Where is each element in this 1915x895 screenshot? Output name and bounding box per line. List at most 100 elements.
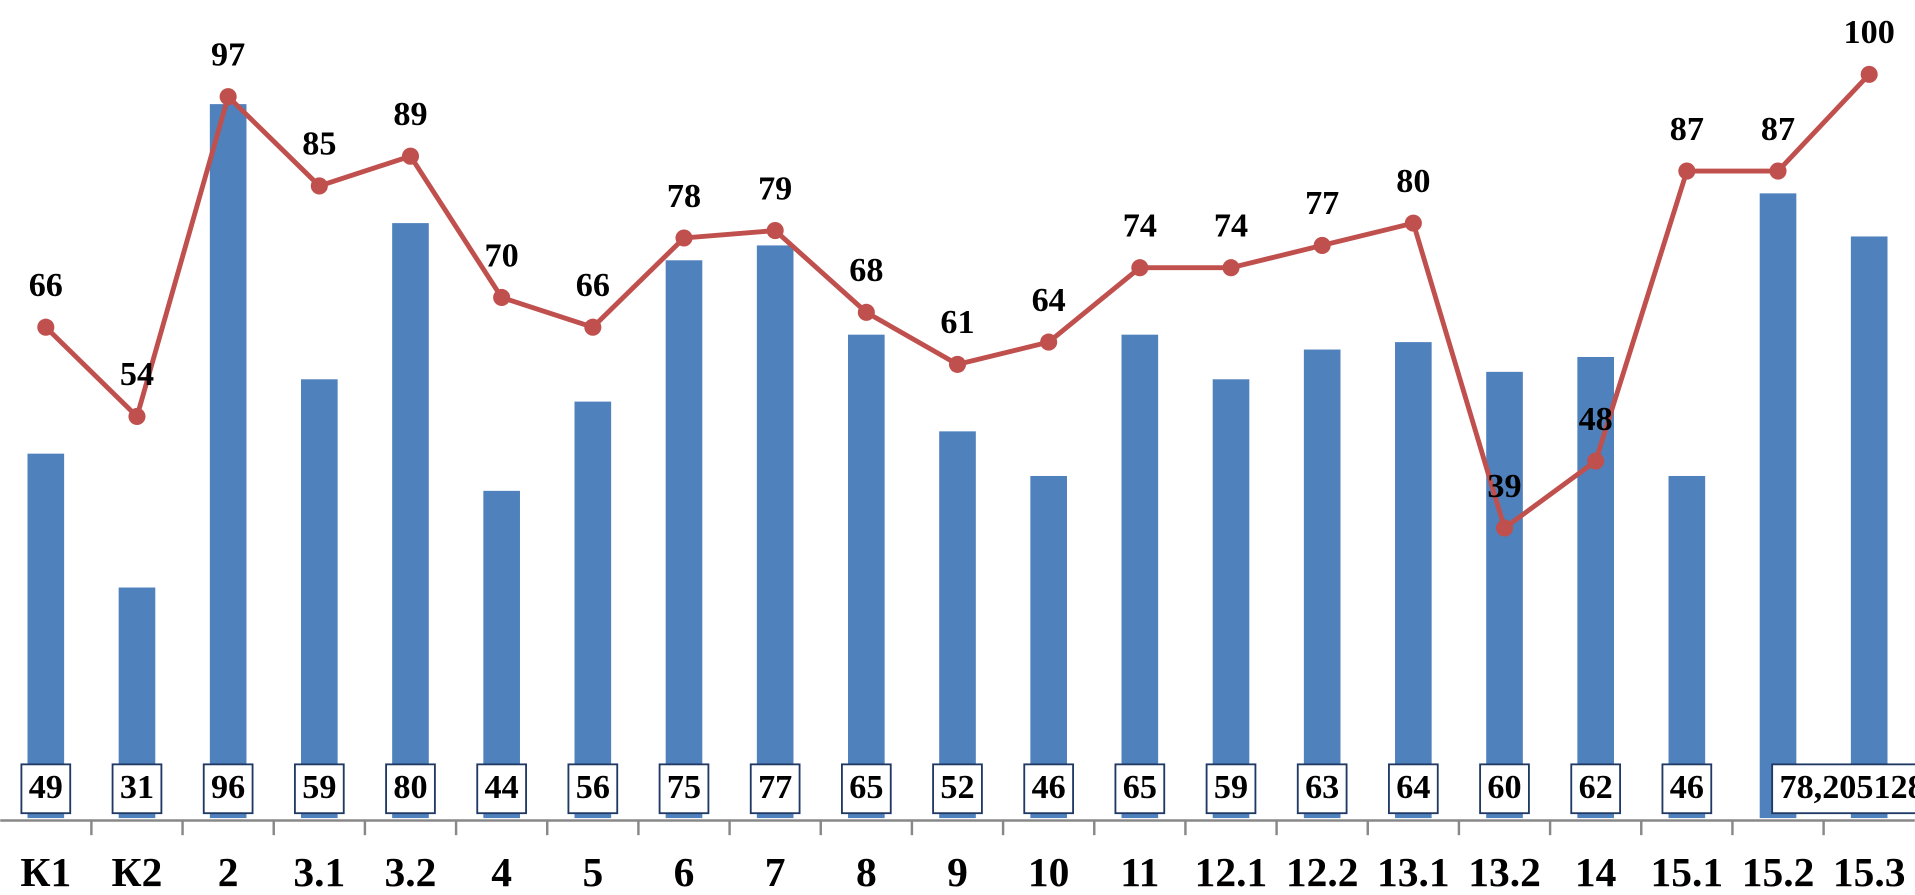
data-label: 64 (1032, 282, 1066, 319)
x-tick-label: К2 (112, 849, 163, 895)
data-label-box (202, 763, 254, 815)
bar (1759, 193, 1797, 819)
data-label-box (385, 763, 436, 815)
data-label: 66 (29, 267, 63, 304)
data-label-box (1296, 763, 1348, 815)
bar (27, 453, 65, 819)
x-tick-label: 7 (765, 849, 786, 895)
data-label: 80 (393, 769, 427, 806)
data-label: 66 (576, 267, 610, 304)
bar (1121, 334, 1159, 819)
point (37, 318, 55, 336)
point (1769, 162, 1787, 180)
bar (939, 431, 976, 819)
bar (848, 334, 885, 819)
point (493, 288, 511, 307)
bar (1850, 236, 1888, 819)
data-label-box (476, 763, 527, 815)
bar (574, 401, 612, 819)
x-tick-label: 15.3 (1833, 849, 1906, 895)
data-label: 62 (1579, 769, 1613, 806)
point (584, 318, 602, 336)
bar (756, 245, 794, 819)
bar (1577, 356, 1614, 819)
point (1587, 452, 1605, 470)
bar (209, 104, 247, 819)
x-tick-label: 3.2 (385, 849, 437, 895)
data-label-box (932, 763, 983, 815)
data-label: 31 (120, 769, 154, 806)
point (1131, 259, 1149, 277)
data-label-box (1570, 763, 1622, 815)
data-label: 49 (29, 769, 63, 806)
bar (1395, 342, 1432, 819)
point (1222, 259, 1240, 277)
x-tick-label: 5 (582, 849, 603, 895)
data-label: 63 (1305, 769, 1339, 806)
point (948, 355, 967, 373)
data-label-box (1479, 763, 1530, 815)
data-label-box (658, 763, 710, 815)
data-label: 65 (1123, 769, 1157, 806)
data-label-box (1205, 763, 1257, 815)
bar (1303, 349, 1341, 819)
bar (665, 260, 703, 819)
data-label-box (567, 763, 619, 815)
data-label: 59 (1214, 769, 1248, 806)
point (310, 177, 328, 195)
data-label: 48 (1579, 401, 1613, 438)
data-label: 70 (485, 237, 519, 274)
point (1313, 236, 1331, 254)
point (1040, 333, 1058, 351)
x-tick-label: 2 (218, 849, 239, 895)
data-label: 80 (1396, 163, 1430, 200)
point (675, 229, 693, 247)
x-tick-label: 4 (491, 849, 512, 895)
data-label-box (111, 763, 163, 815)
data-label: 54 (120, 356, 154, 393)
data-label: 46 (1032, 769, 1066, 806)
x-tick-label: 8 (856, 849, 877, 895)
bar (1212, 379, 1250, 819)
point (1678, 162, 1696, 180)
x-tick-label: 13.1 (1377, 849, 1450, 895)
data-label-box (1023, 763, 1074, 815)
data-label-box (841, 763, 892, 815)
point (1860, 65, 1878, 83)
x-tick-label: 6 (674, 849, 695, 895)
data-label: 39 (1487, 468, 1521, 505)
data-label: 56 (576, 769, 610, 806)
x-tick-label: К1 (20, 849, 71, 895)
bar (1030, 475, 1067, 819)
bar (301, 379, 338, 819)
data-label: 79 (758, 170, 792, 207)
data-label: 96 (211, 769, 245, 806)
data-label: 87 (1670, 111, 1704, 148)
data-label: 65 (849, 769, 883, 806)
data-label: 44 (485, 769, 519, 806)
data-label-box (1114, 763, 1166, 815)
data-label: 89 (393, 96, 427, 133)
data-label-box (1771, 763, 1915, 815)
data-label: 60 (1487, 769, 1521, 806)
x-tick-label: 13.2 (1468, 849, 1541, 895)
data-label: 87 (1761, 111, 1795, 148)
x-tick-label: 12.1 (1195, 849, 1268, 895)
x-tick-label: 14 (1575, 849, 1617, 895)
data-label: 74 (1123, 208, 1157, 245)
point (857, 303, 875, 321)
data-label: 78 (667, 178, 701, 215)
data-label: 52 (940, 769, 974, 806)
point (1404, 214, 1422, 232)
data-label: 68 (849, 252, 883, 289)
bar (1668, 475, 1706, 819)
bar (392, 223, 429, 819)
point (766, 222, 784, 240)
x-tick-label: 9 (947, 849, 968, 895)
point (1495, 519, 1514, 537)
data-label: 75 (667, 769, 701, 806)
data-label: 77 (1305, 185, 1339, 222)
point (219, 88, 237, 106)
data-label-box (293, 763, 345, 815)
